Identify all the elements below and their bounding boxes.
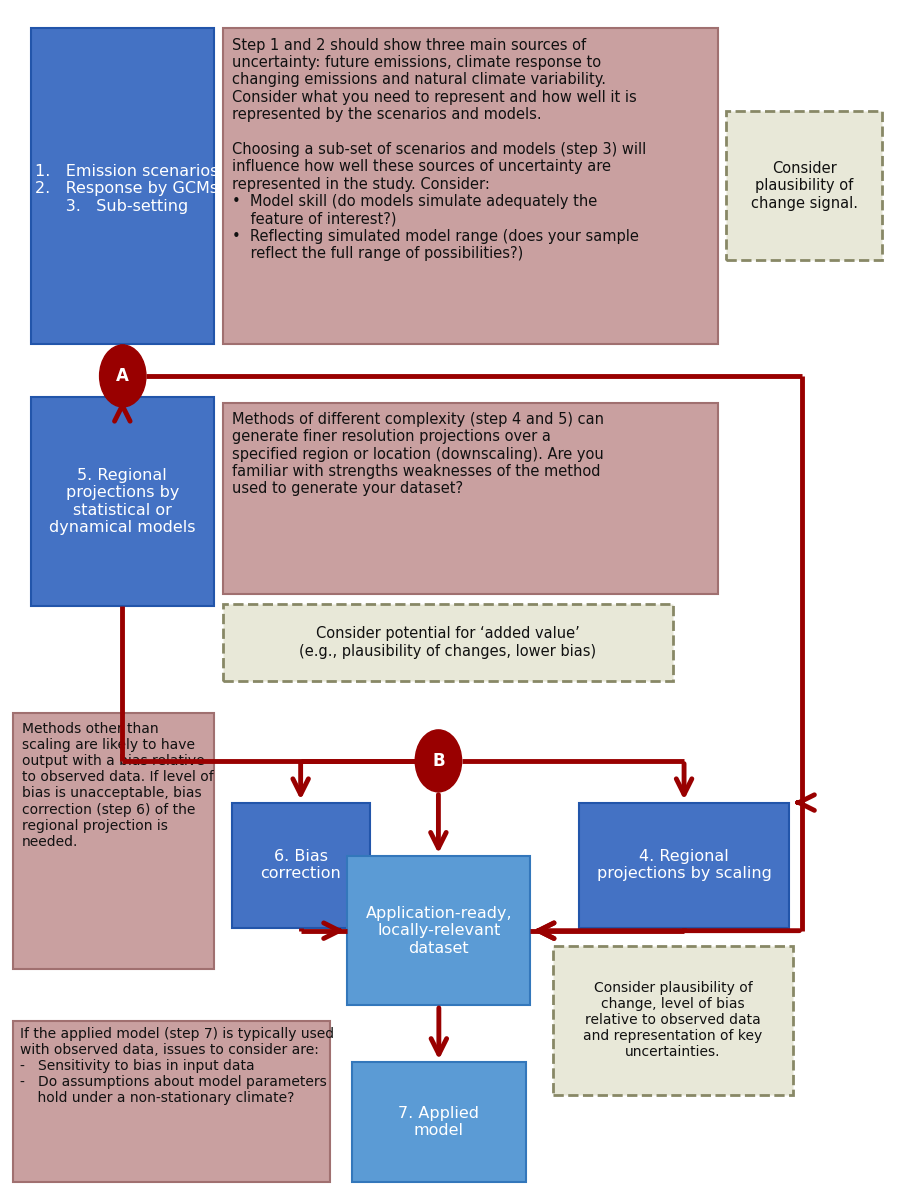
FancyBboxPatch shape [580,803,788,928]
FancyBboxPatch shape [222,403,717,594]
Text: A: A [116,367,130,385]
FancyBboxPatch shape [553,946,793,1094]
Text: 6. Bias
correction: 6. Bias correction [260,848,341,881]
Text: 4. Regional
projections by scaling: 4. Regional projections by scaling [597,848,771,881]
FancyBboxPatch shape [14,713,213,970]
FancyBboxPatch shape [222,28,717,343]
Circle shape [415,730,462,792]
FancyBboxPatch shape [726,112,883,260]
Text: If the applied model (step 7) is typically used
with observed data, issues to co: If the applied model (step 7) is typical… [20,1027,334,1105]
FancyBboxPatch shape [231,803,370,928]
Text: Methods other than
scaling are likely to have
output with a bias relative
to obs: Methods other than scaling are likely to… [22,721,214,848]
Text: Methods of different complexity (step 4 and 5) can
generate finer resolution pro: Methods of different complexity (step 4 … [231,412,604,497]
Text: B: B [432,752,445,770]
Circle shape [100,344,146,407]
Text: Step 1 and 2 should show three main sources of
uncertainty: future emissions, cl: Step 1 and 2 should show three main sour… [231,37,646,262]
Text: 7. Applied
model: 7. Applied model [399,1105,480,1138]
FancyBboxPatch shape [222,604,673,682]
Text: Consider potential for ‘added value’
(e.g., plausibility of changes, lower bias): Consider potential for ‘added value’ (e.… [299,626,597,659]
Text: Application-ready,
locally-relevant
dataset: Application-ready, locally-relevant data… [365,906,512,955]
FancyBboxPatch shape [352,1062,526,1182]
FancyBboxPatch shape [14,1021,329,1182]
FancyBboxPatch shape [31,28,213,343]
Text: Consider plausibility of
change, level of bias
relative to observed data
and rep: Consider plausibility of change, level o… [583,980,762,1060]
FancyBboxPatch shape [31,397,213,606]
Text: 1.   Emission scenarios
2.   Response by GCMs
      3.   Sub-setting: 1. Emission scenarios 2. Response by GCM… [35,164,219,214]
Text: Consider
plausibility of
change signal.: Consider plausibility of change signal. [751,161,858,211]
Text: 5. Regional
projections by
statistical or
dynamical models: 5. Regional projections by statistical o… [50,468,195,535]
FancyBboxPatch shape [347,857,530,1006]
